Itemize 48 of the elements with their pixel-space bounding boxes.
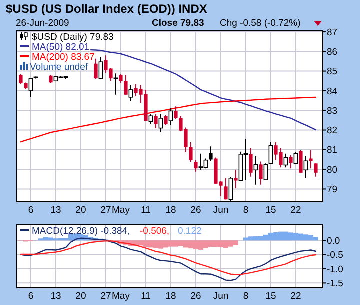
x-tick-label: 27: [100, 205, 112, 216]
y-tick-label: 80: [327, 164, 338, 176]
x-tick-label: 13: [50, 291, 62, 302]
legend-label: MACD(12,26,9) -0.384,: [32, 226, 130, 237]
y-tick-label: 84: [327, 86, 338, 98]
y-tick-label: -1.5: [327, 278, 344, 290]
y-tick-label: 79: [327, 184, 338, 196]
y-tick-label: 87: [327, 27, 338, 38]
legend-label: MA(200) 83.67: [32, 52, 95, 63]
legend-label: MA(50) 82.01: [32, 42, 90, 53]
x-tick-label: Jun: [213, 291, 229, 302]
text: Chg -0.58 (-0.72%): [220, 18, 301, 29]
x-tick-label: 26: [190, 205, 202, 216]
annotation: Volume undef: [30, 62, 88, 73]
series-label: 0.122: [178, 226, 202, 237]
x-tick-label: 8: [243, 291, 249, 302]
x-tick-label: 20: [76, 291, 86, 302]
legend-label: $USD (Daily) 79.83: [32, 32, 114, 43]
y-tick-label: 83: [327, 106, 338, 117]
chart-subtitle: 26-Jun-2009: [16, 18, 70, 29]
x-tick-label: 6: [28, 205, 34, 216]
series-label: -0.506,: [140, 226, 170, 237]
x-tick-label: 18: [166, 291, 176, 302]
y-tick-label: 81: [327, 145, 338, 156]
x-tick-label: May: [112, 291, 130, 302]
x-tick-label: 20: [76, 205, 86, 216]
x-tick-label: 18: [166, 205, 176, 216]
y-tick-label: 0.0: [327, 236, 340, 247]
y-tick-label: -1.0: [327, 264, 344, 276]
x-tick-label: 11: [141, 205, 151, 216]
x-tick-label: 22: [290, 291, 302, 302]
x-tick-label: 15: [266, 291, 276, 302]
x-tick-label: 8: [243, 205, 249, 216]
text: Close 79.83: [152, 18, 204, 29]
x-tick-label: 13: [50, 205, 62, 216]
x-tick-label: Jun: [213, 205, 229, 216]
x-tick-label: 26: [190, 291, 202, 302]
x-tick-label: May: [112, 205, 130, 216]
y-tick-label: 82: [327, 126, 338, 137]
chart-title: $USD (US Dollar Index (EOD)) INDX: [6, 2, 208, 16]
x-tick-label: 6: [28, 291, 34, 302]
x-tick-label: 27: [100, 291, 112, 302]
y-tick-label: 85: [327, 66, 338, 78]
x-tick-label: 22: [290, 205, 302, 216]
y-tick-label: -0.5: [327, 250, 344, 262]
y-tick-label: 86: [327, 46, 338, 58]
x-tick-label: 15: [266, 205, 276, 216]
x-tick-label: 11: [141, 291, 151, 302]
